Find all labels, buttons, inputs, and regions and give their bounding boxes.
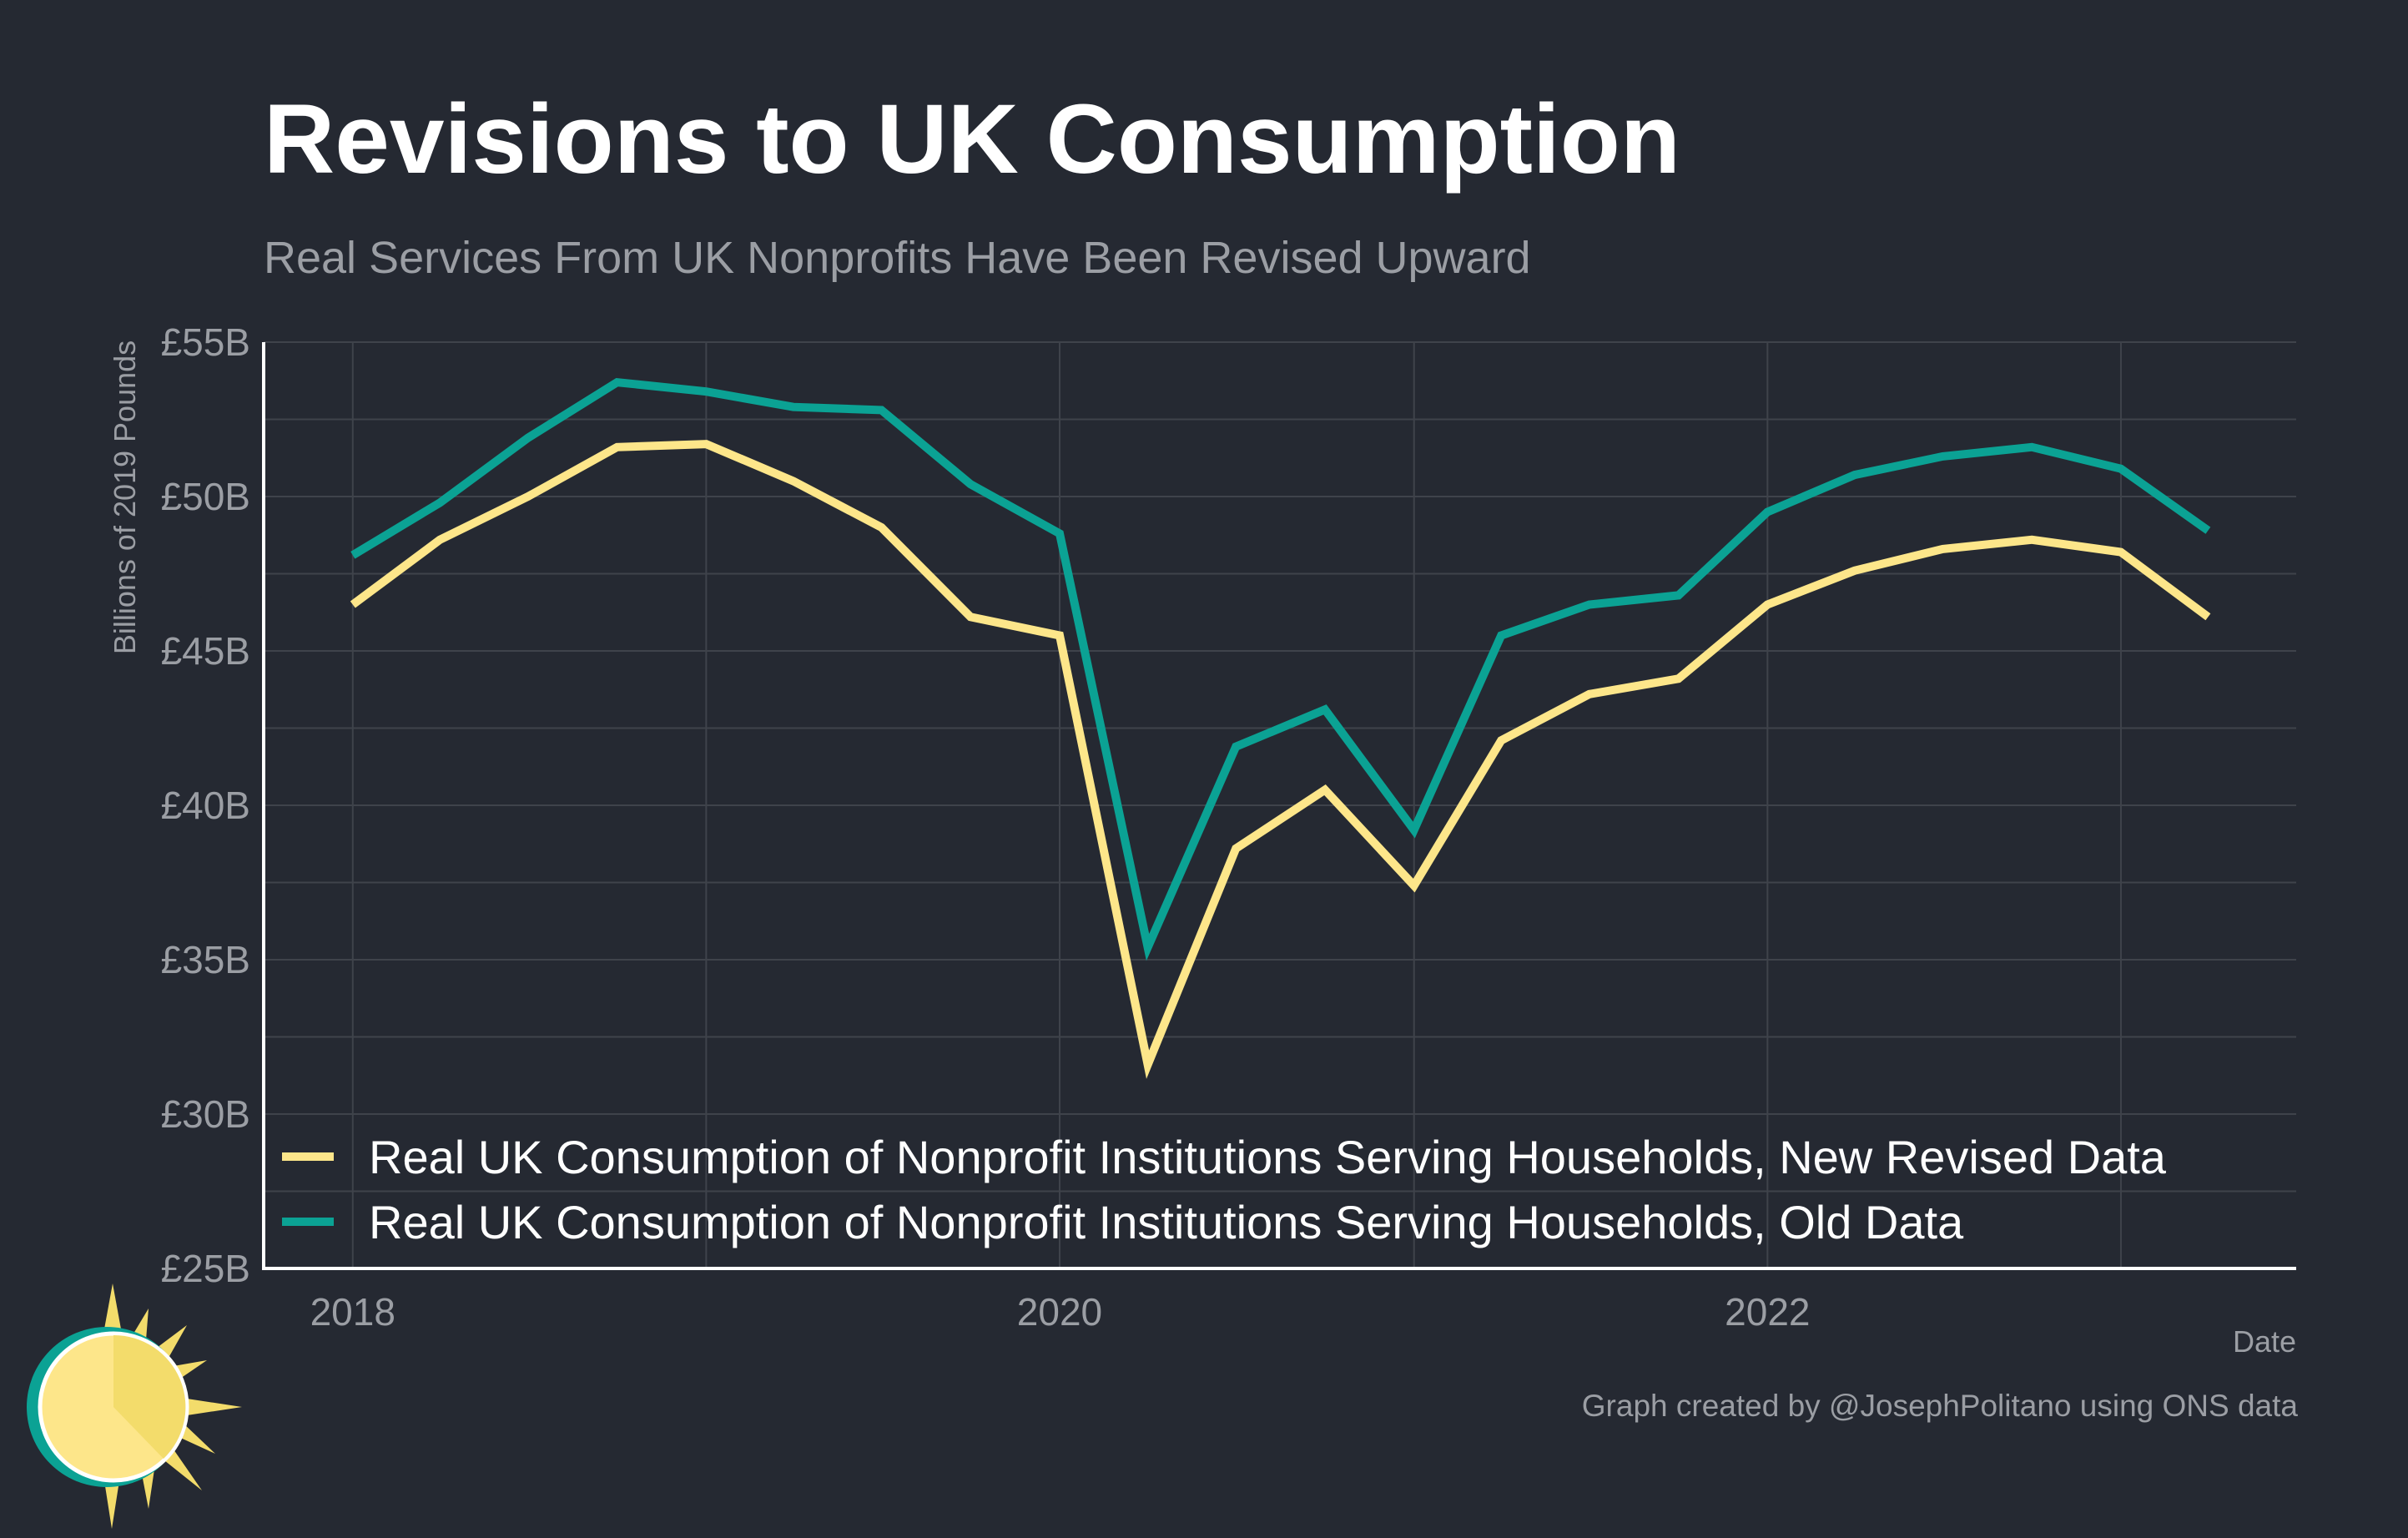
axes (262, 342, 2296, 1270)
y-tick-label: £35B (161, 938, 250, 981)
grid-lines (264, 341, 2296, 1269)
x-tick-label: 2022 (1725, 1290, 1810, 1334)
series-line (350, 440, 2211, 1079)
x-tick-labels: 2018 2020 2022 (310, 1290, 1811, 1334)
chart-subtitle: Real Services From UK Nonprofits Have Be… (264, 233, 1531, 283)
y-tick-label: £55B (161, 320, 250, 364)
legend: Real UK Consumption of Nonprofit Institu… (282, 1131, 2167, 1248)
x-tick-label: 2018 (310, 1290, 395, 1334)
sun-logo-icon (27, 1283, 242, 1529)
x-tick-label: 2020 (1017, 1290, 1102, 1334)
y-tick-label: £50B (161, 475, 250, 518)
x-axis-title: Date (2233, 1324, 2296, 1359)
y-tick-label: £45B (161, 629, 250, 673)
chart-title: Revisions to UK Consumption (264, 84, 1680, 194)
y-tick-labels: £25B £30B £35B £40B £45B £50B £55B (161, 320, 250, 1290)
y-tick-label: £40B (161, 784, 250, 827)
y-tick-label: £30B (161, 1092, 250, 1136)
legend-label: Real UK Consumption of Nonprofit Institu… (369, 1131, 2167, 1183)
source-credit: Graph created by @JosephPolitano using O… (1581, 1389, 2298, 1423)
series-lines (350, 377, 2211, 1079)
legend-label: Real UK Consumption of Nonprofit Institu… (369, 1196, 1964, 1248)
y-tick-label: £25B (161, 1247, 250, 1290)
y-axis-title: Billions of 2019 Pounds (108, 340, 142, 654)
series-line (350, 377, 2211, 961)
